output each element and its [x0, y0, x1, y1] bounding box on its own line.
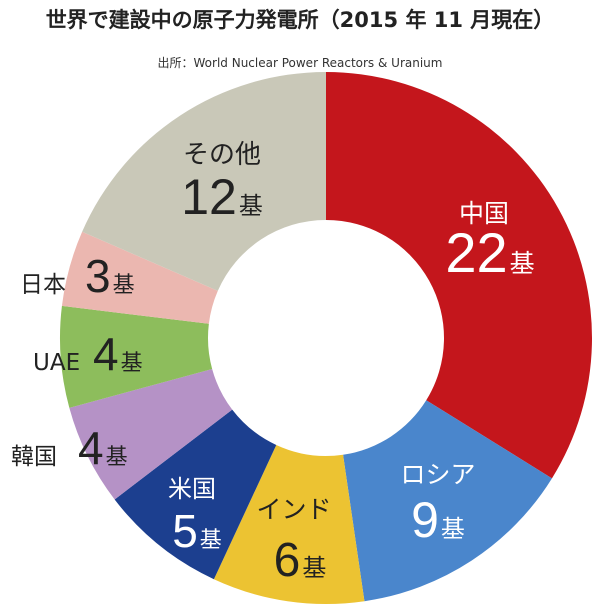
- slice-usa: [114, 409, 277, 580]
- label-uae-name: UAE: [33, 350, 80, 376]
- slice-japan: [61, 231, 218, 324]
- chart-source: 出所：World Nuclear Power Reactors & Uraniu…: [157, 56, 443, 70]
- label-korea-name: 韓国: [11, 444, 57, 470]
- slice-uae: [59, 305, 213, 408]
- donut-slices: [59, 72, 592, 604]
- label-korea-value: 4基: [78, 422, 128, 474]
- slice-china: [326, 72, 592, 479]
- label-uae: UAE 4基: [33, 328, 143, 380]
- label-russia-value: 9基: [411, 492, 465, 548]
- slice-russia: [343, 400, 552, 602]
- label-india: インド 6基: [256, 495, 331, 587]
- slice-korea: [69, 368, 233, 500]
- label-china-name: 中国: [459, 199, 509, 228]
- slice-other: [82, 72, 327, 291]
- label-usa-value: 5基: [172, 505, 222, 557]
- label-china-value: 22基: [445, 221, 534, 284]
- label-india-name: インド: [256, 495, 331, 524]
- label-other-name: その他: [183, 140, 261, 170]
- label-usa-name: 米国: [168, 475, 216, 503]
- chart-title: 世界で建設中の原子力発電所（2015 年 11 月現在）: [45, 8, 555, 32]
- label-korea: 韓国 4基: [11, 422, 128, 474]
- label-russia-name: ロシア: [400, 460, 475, 489]
- label-russia: ロシア 9基: [400, 460, 475, 548]
- label-other-value: 12基: [181, 169, 263, 225]
- label-uae-value: 4基: [93, 328, 143, 380]
- label-japan-value: 3基: [85, 250, 135, 302]
- slice-india: [213, 445, 365, 604]
- label-japan-name: 日本: [20, 272, 66, 298]
- label-india-value: 6基: [274, 534, 327, 587]
- label-japan: 日本 3基: [20, 250, 135, 302]
